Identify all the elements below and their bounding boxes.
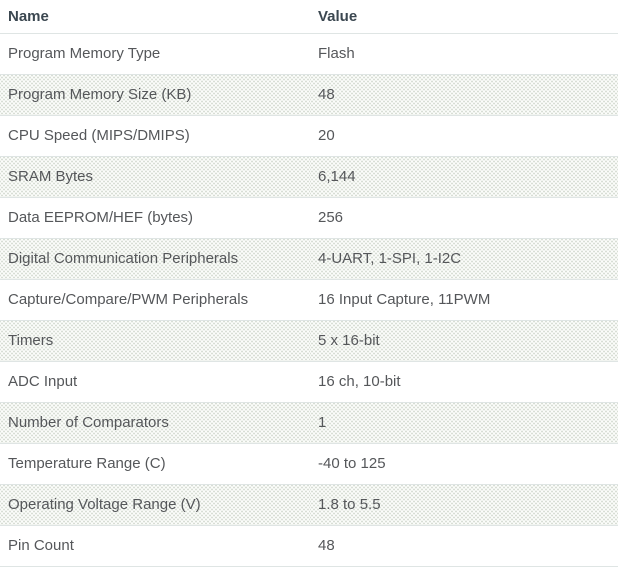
spec-value-cell: 256 [310,197,618,239]
spec-value-cell: 48 [310,525,618,567]
spec-name-cell: Operating Voltage Range (V) [0,484,310,526]
spec-value-cell: 4-UART, 1-SPI, 1-I2C [310,238,618,280]
spec-name-cell: SRAM Bytes [0,156,310,198]
spec-name-cell: Program Memory Size (KB) [0,74,310,116]
spec-value-cell: 5 x 16-bit [310,320,618,362]
spec-name-cell: Data EEPROM/HEF (bytes) [0,197,310,239]
table-row: Digital Communication Peripherals 4-UART,… [0,238,618,280]
column-header-value: Value [310,0,618,34]
spec-name-cell: CPU Speed (MIPS/DMIPS) [0,115,310,157]
header-row: Name Value [0,0,618,34]
spec-name-cell: Temperature Range (C) [0,443,310,485]
spec-value-cell: 1.8 to 5.5 [310,484,618,526]
spec-value-cell: 48 [310,74,618,116]
spec-table-body: Program Memory Type Flash Program Memory S… [0,33,618,567]
spec-name-cell: Capture/Compare/PWM Peripherals [0,279,310,321]
column-header-name: Name [0,0,310,34]
spec-name-cell: Number of Comparators [0,402,310,444]
table-row: Number of Comparators 1 [0,402,618,444]
spec-name-cell: Timers [0,320,310,362]
spec-value-cell: 1 [310,402,618,444]
table-row: SRAM Bytes 6,144 [0,156,618,198]
table-row: Timers 5 x 16-bit [0,320,618,362]
spec-name-cell: Program Memory Type [0,33,310,75]
table-row: Temperature Range (C) -40 to 125 [0,443,618,485]
table-row: CPU Speed (MIPS/DMIPS) 20 [0,115,618,157]
table-row: Pin Count 48 [0,525,618,567]
spec-name-cell: Pin Count [0,525,310,567]
table-row: Program Memory Type Flash [0,33,618,75]
spec-value-cell: -40 to 125 [310,443,618,485]
table-row: Program Memory Size (KB) 48 [0,74,618,116]
table-row: Operating Voltage Range (V) 1.8 to 5.5 [0,484,618,526]
spec-value-cell: 20 [310,115,618,157]
table-row: Data EEPROM/HEF (bytes) 256 [0,197,618,239]
spec-value-cell: 16 Input Capture, 11PWM [310,279,618,321]
table-row: Capture/Compare/PWM Peripherals 16 Input … [0,279,618,321]
table-row: ADC Input 16 ch, 10-bit [0,361,618,403]
spec-name-cell: Digital Communication Peripherals [0,238,310,280]
spec-value-cell: 16 ch, 10-bit [310,361,618,403]
spec-name-cell: ADC Input [0,361,310,403]
spec-table-header: Name Value [0,0,618,34]
spec-value-cell: 6,144 [310,156,618,198]
spec-value-cell: Flash [310,33,618,75]
